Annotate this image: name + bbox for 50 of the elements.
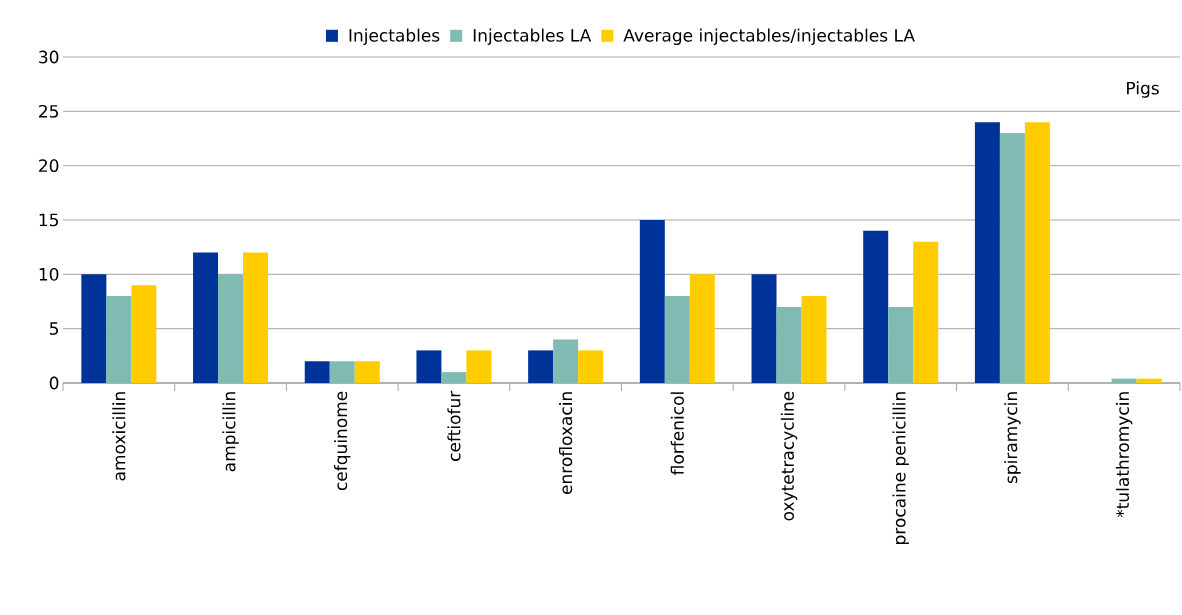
bar xyxy=(1111,378,1137,383)
y-tick-label: 0 xyxy=(49,376,59,390)
bar xyxy=(689,274,715,383)
bar xyxy=(863,230,889,383)
bar xyxy=(578,350,604,383)
bar xyxy=(776,306,802,383)
bar xyxy=(354,361,380,383)
bar xyxy=(553,339,579,383)
legend-label: Average injectables/injectables LA xyxy=(623,28,915,46)
x-tick-label: cefquinome xyxy=(334,391,351,491)
y-tick-label: 15 xyxy=(39,213,58,227)
y-tick-label: 20 xyxy=(39,159,59,173)
bar xyxy=(664,296,690,383)
legend-label: Injectables xyxy=(349,28,440,46)
x-tick-label: florfenicol xyxy=(670,392,684,475)
x-tick-label: procaine penicillin xyxy=(892,392,909,544)
bar xyxy=(329,361,355,383)
bar xyxy=(131,285,157,383)
bar xyxy=(528,350,554,383)
bar xyxy=(466,350,492,383)
x-tick-label: oxytetracycline xyxy=(780,391,798,521)
y-tick-label: 5 xyxy=(49,322,58,335)
bar xyxy=(218,274,244,383)
bar xyxy=(243,252,269,383)
x-tick-label: spiramycin xyxy=(1004,392,1021,484)
x-tick-label: amoxicillin xyxy=(112,392,126,481)
bar xyxy=(81,274,107,383)
x-tick-label: ceftiofur xyxy=(447,390,461,461)
y-tick-label: 10 xyxy=(39,267,59,281)
bar xyxy=(1136,378,1162,383)
bar xyxy=(888,306,914,383)
y-tick-label: 25 xyxy=(39,104,58,118)
bar xyxy=(999,133,1025,383)
bar xyxy=(441,372,467,383)
bar xyxy=(106,296,132,383)
bar xyxy=(304,361,330,383)
bar xyxy=(913,241,939,383)
bar xyxy=(751,274,777,383)
bar xyxy=(801,296,827,383)
legend-label: Injectables LA xyxy=(473,28,592,46)
bar xyxy=(974,122,1000,383)
bar xyxy=(1024,122,1050,383)
y-tick-label: 30 xyxy=(39,50,59,64)
annotation: Pigs xyxy=(1127,81,1159,98)
x-tick-label: enrofloxacin xyxy=(559,392,573,495)
x-tick-label: ampicillin xyxy=(222,392,239,472)
x-tick-label: *tulathromycin xyxy=(1115,392,1133,518)
bar xyxy=(193,252,219,383)
bar xyxy=(416,350,442,383)
bar xyxy=(639,219,665,383)
